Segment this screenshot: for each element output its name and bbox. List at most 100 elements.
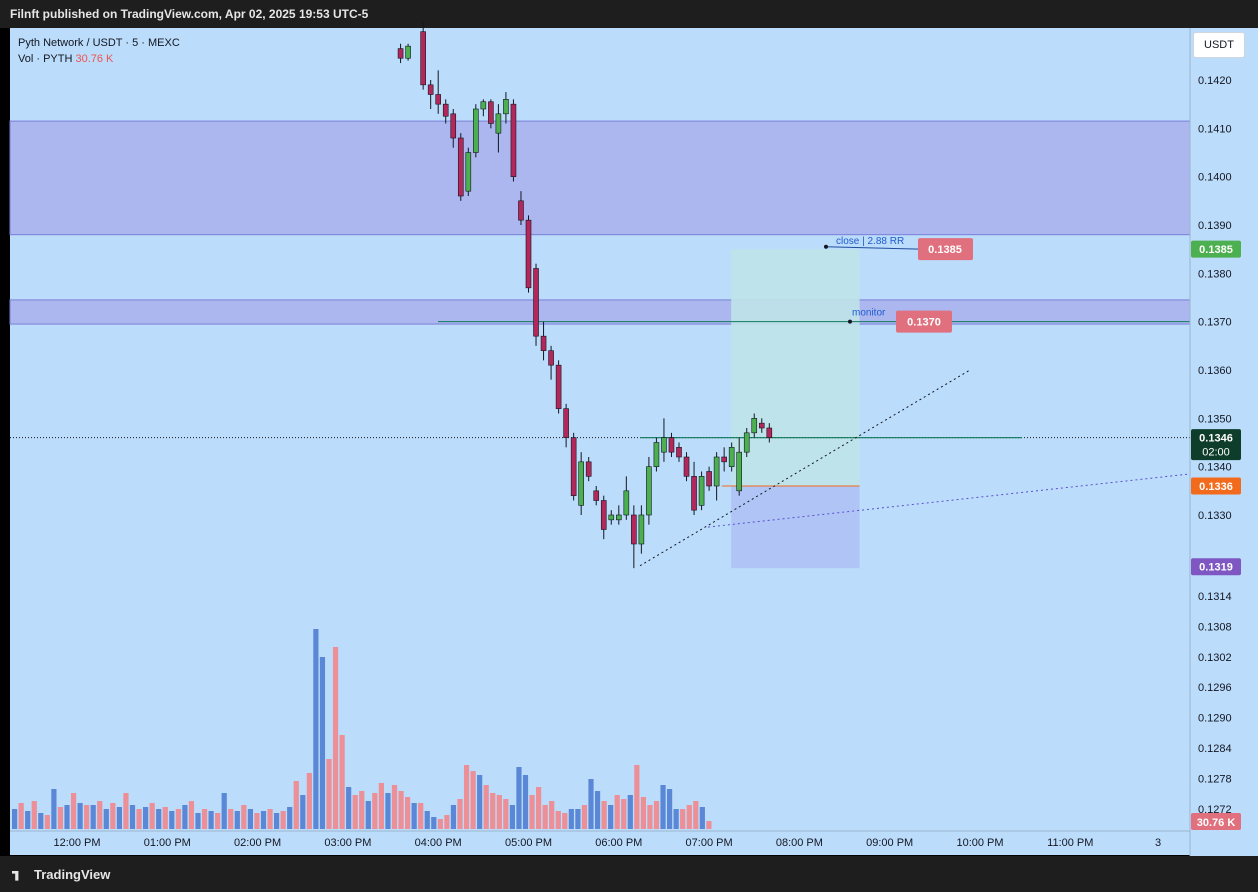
- volume-bar: [706, 821, 712, 829]
- volume-bar: [568, 809, 574, 829]
- volume-bar: [25, 811, 31, 829]
- volume-bar: [398, 791, 404, 829]
- volume-bar: [555, 811, 561, 829]
- volume-bar: [522, 775, 529, 829]
- price-tick-label: 0.1390: [1198, 220, 1232, 232]
- volume-bar: [680, 809, 686, 829]
- price-tick-label: 0.1370: [1198, 317, 1232, 329]
- volume-bar: [686, 805, 692, 829]
- volume-bar: [450, 805, 457, 829]
- stop-price-tag[interactable]: [1191, 558, 1241, 576]
- monitor-tag-text: 0.1370: [907, 317, 941, 329]
- volume-bar: [123, 793, 129, 829]
- chart-legend: Pyth Network / USDT · 5 · MEXC Vol · PYT…: [18, 35, 180, 67]
- volume-bar: [431, 817, 437, 829]
- publisher-bar: Filnft published on TradingView.com, Apr…: [0, 0, 1258, 28]
- monitor-anchor[interactable]: [848, 319, 852, 324]
- volume-value: 30.76 K: [75, 53, 114, 65]
- candle-body: [585, 461, 592, 477]
- target-price-tag-text: 0.1385: [1199, 244, 1233, 256]
- volume-bar: [660, 785, 666, 829]
- footer-bar: [0, 856, 1258, 892]
- volume-bar: [188, 801, 195, 829]
- volume-bar: [267, 809, 273, 829]
- time-tick-label: 07:00 PM: [686, 837, 733, 849]
- target-anchor[interactable]: [824, 244, 828, 249]
- volume-bar: [208, 811, 214, 829]
- volume-tag[interactable]: [1191, 813, 1241, 830]
- currency-button[interactable]: USDT: [1193, 32, 1245, 58]
- candle-body: [698, 476, 705, 506]
- monitor-tag[interactable]: [896, 310, 952, 333]
- volume-scale-tick-label: 0.1302: [1198, 652, 1232, 664]
- time-tick-label: 06:00 PM: [595, 837, 642, 849]
- candle-body: [706, 471, 712, 487]
- volume-bar: [241, 805, 247, 829]
- volume-bar: [51, 789, 57, 829]
- volume-bar: [306, 773, 312, 829]
- target-tag[interactable]: [918, 238, 973, 261]
- candle-body: [518, 200, 524, 221]
- volume-bar: [614, 795, 620, 829]
- candle-body: [631, 514, 637, 545]
- volume-bar: [182, 805, 188, 829]
- volume-bar: [195, 813, 201, 829]
- monitor-label: monitor: [852, 308, 886, 319]
- stop-zone[interactable]: [731, 486, 860, 569]
- time-tick-label: 01:00 PM: [144, 837, 191, 849]
- volume-bar: [470, 771, 476, 829]
- supply-zone-upper[interactable]: [9, 120, 1191, 236]
- volume-bar: [326, 759, 332, 829]
- volume-bar: [457, 799, 463, 829]
- volume-bar: [234, 811, 240, 829]
- volume-bar: [319, 657, 326, 829]
- volume-bar: [529, 795, 535, 829]
- candle-body: [435, 94, 442, 105]
- volume-scale-tick-label: 0.1284: [1198, 743, 1232, 755]
- tradingview-logo-icon: [12, 870, 19, 881]
- candle-body: [593, 490, 600, 501]
- volume-bar: [247, 809, 253, 829]
- volume-bar: [647, 805, 653, 829]
- volume-bar: [57, 807, 64, 829]
- volume-bar: [156, 809, 162, 829]
- candle-body: [721, 456, 727, 463]
- volume-bar: [601, 801, 607, 829]
- volume-bar: [365, 801, 371, 829]
- volume-bar: [38, 813, 44, 829]
- volume-bar: [352, 795, 358, 829]
- volume-bar: [562, 813, 568, 829]
- target-price-tag[interactable]: [1191, 240, 1241, 258]
- profit-zone[interactable]: [731, 249, 860, 486]
- volume-bar: [346, 787, 352, 829]
- entry-price-tag[interactable]: [1191, 477, 1241, 495]
- entry-price-tag-text: 0.1336: [1199, 481, 1233, 493]
- volume-bar: [18, 803, 24, 829]
- candle-body: [570, 437, 577, 496]
- price-tick-label: 0.1350: [1198, 413, 1232, 425]
- tradingview-logo[interactable]: TradingView: [12, 867, 110, 882]
- target-line[interactable]: [825, 246, 921, 250]
- trend-line-dotted[interactable]: [639, 369, 971, 567]
- current-price-tag[interactable]: [1191, 429, 1241, 461]
- volume-bar: [169, 811, 175, 829]
- volume-bar: [260, 811, 267, 829]
- volume-bar: [490, 793, 496, 829]
- candle-body: [510, 103, 517, 177]
- volume-bar: [516, 767, 522, 829]
- time-tick-label: 04:00 PM: [415, 837, 462, 849]
- candle-body: [676, 447, 682, 458]
- supply-zone-lower[interactable]: [9, 299, 1191, 325]
- volume-bar: [70, 793, 77, 829]
- volume-bar: [228, 809, 234, 829]
- candle-body: [766, 427, 773, 438]
- candle-body: [555, 364, 562, 409]
- time-tick-label: 03:00 PM: [324, 837, 371, 849]
- volume-bar: [359, 791, 365, 829]
- volume-bar: [509, 805, 515, 829]
- time-tick-label: 3: [1155, 837, 1161, 849]
- trend-line-purple[interactable]: [707, 473, 1191, 528]
- candle-body: [540, 335, 547, 351]
- volume-bar: [90, 805, 96, 829]
